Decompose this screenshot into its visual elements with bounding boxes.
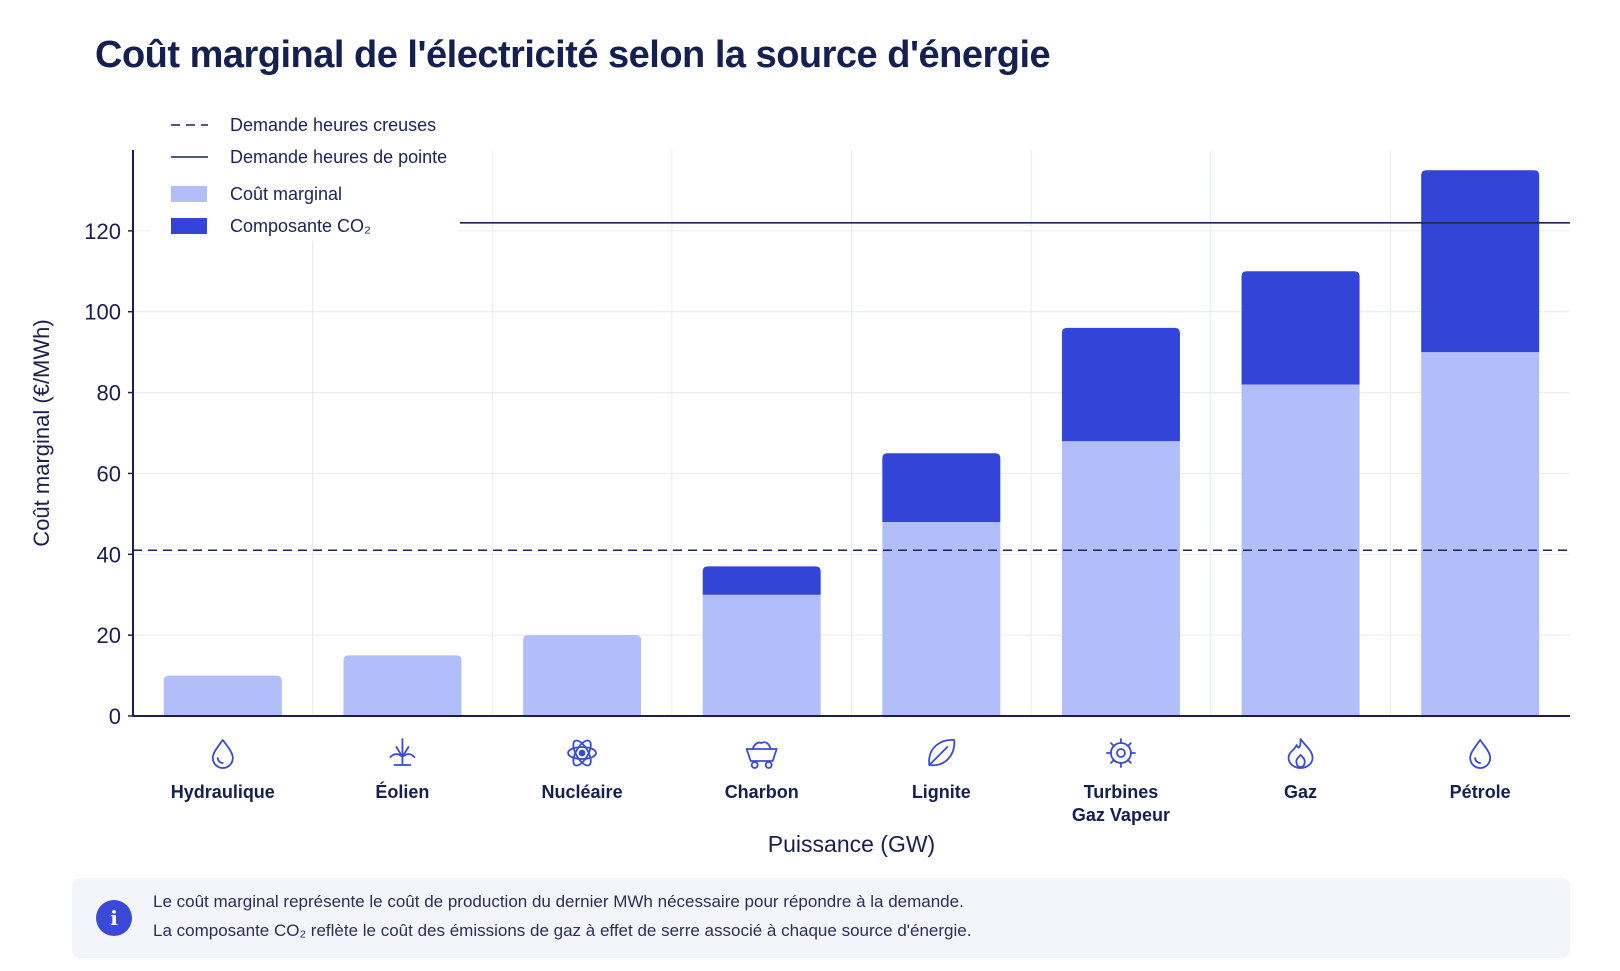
turbine-gear-icon <box>1106 738 1136 768</box>
leaf-vein <box>928 746 949 766</box>
y-tick-label: 40 <box>97 542 121 567</box>
grid-layer <box>133 150 1570 716</box>
bar-segment-marginal-cost <box>523 635 642 716</box>
coal-pile <box>751 741 772 750</box>
cart-body <box>745 748 778 762</box>
flame-inner <box>1295 754 1306 768</box>
bar-segment-marginal-cost <box>1421 352 1540 716</box>
reference-lines-layer <box>133 221 1570 552</box>
x-tick-label: Pétrole <box>1450 782 1511 802</box>
y-tick-label: 120 <box>84 219 121 244</box>
flame-icon <box>1287 738 1314 769</box>
water-drop-icon <box>211 739 234 769</box>
bars-layer <box>163 170 1540 716</box>
wind-turbine-icon <box>389 738 416 766</box>
gear-tooth <box>1110 759 1115 764</box>
chart-title: Coût marginal de l'électricité selon la … <box>95 34 1051 76</box>
x-tick-label: Gaz Vapeur <box>1072 805 1170 825</box>
bar-segment-marginal-cost <box>343 655 462 716</box>
drop-shape <box>1469 739 1492 769</box>
legend-label: Demande heures creuses <box>230 115 436 135</box>
orbit <box>572 739 592 767</box>
info-line-2: La composante CO₂ reflète le coût des ém… <box>153 921 972 940</box>
y-tick-label: 80 <box>97 381 121 406</box>
gear-tooth <box>1127 759 1132 764</box>
gear-tooth <box>1110 742 1115 747</box>
cart-wheel <box>750 761 759 769</box>
legend-label: Composante CO₂ <box>230 216 371 236</box>
x-tick-label: Charbon <box>725 782 799 802</box>
x-tick-label: Éolien <box>375 781 429 802</box>
info-icon: i <box>96 900 132 936</box>
bar-segment-co2 <box>1241 271 1360 385</box>
info-line-1: Le coût marginal représente le coût de p… <box>153 892 964 911</box>
legend-label: Coût marginal <box>230 184 342 204</box>
legend-swatch-co2 <box>171 218 207 234</box>
cart-wheel <box>764 761 773 769</box>
bar-segment-co2 <box>702 566 821 595</box>
leaf-shape <box>928 739 956 767</box>
y-tick-label: 20 <box>97 623 121 648</box>
oil-drop-icon <box>1469 739 1492 769</box>
bar-segment-marginal-cost <box>702 594 821 716</box>
x-tick-label: Nucléaire <box>542 782 623 802</box>
legend: Demande heures creuses Demande heures de … <box>150 105 458 241</box>
bar-segment-co2 <box>882 453 1001 522</box>
leaf-icon <box>928 739 956 767</box>
x-axis-label: Puissance (GW) <box>768 831 935 857</box>
gear-tooth <box>1127 742 1132 747</box>
info-note: i Le coût marginal représente le coût de… <box>72 878 1570 958</box>
x-tick-label: Turbines <box>1084 782 1159 802</box>
gear-hub <box>1116 748 1126 758</box>
bar-segment-co2 <box>1061 327 1180 442</box>
turbine-blades <box>395 746 410 758</box>
bar-segment-co2 <box>1421 170 1540 353</box>
x-tick-label: Gaz <box>1284 782 1317 802</box>
mine-cart-icon <box>745 741 778 769</box>
y-axis-label: Coût marginal (€/MWh) <box>29 319 54 546</box>
legend-swatch-marginal-cost <box>171 186 207 202</box>
bar-segment-marginal-cost <box>1061 441 1180 716</box>
atom-icon <box>567 739 597 767</box>
nucleus <box>578 749 586 757</box>
orbit <box>572 739 592 767</box>
axes-layer: 0 20 40 60 80 100 120 Puissance (GW) Coût margin… <box>29 150 1570 857</box>
bar-segment-marginal-cost <box>882 521 1001 716</box>
marginal-cost-chart: 0 20 40 60 80 100 120 Puissance (GW) Coût margin… <box>29 105 1570 857</box>
drop-highlight <box>1474 757 1482 764</box>
flame-outer <box>1287 738 1314 769</box>
y-tick-label: 60 <box>97 461 121 486</box>
y-tick-label: 100 <box>84 300 121 325</box>
turbine-shape <box>389 738 416 766</box>
x-tick-label: Lignite <box>912 782 971 802</box>
legend-label: Demande heures de pointe <box>230 147 447 167</box>
y-tick-label: 0 <box>109 704 121 729</box>
x-tick-label: Hydraulique <box>171 782 275 802</box>
bar-segment-marginal-cost <box>163 675 282 716</box>
drop-highlight <box>216 757 224 764</box>
orbit <box>567 746 597 760</box>
drop-shape <box>211 739 234 769</box>
